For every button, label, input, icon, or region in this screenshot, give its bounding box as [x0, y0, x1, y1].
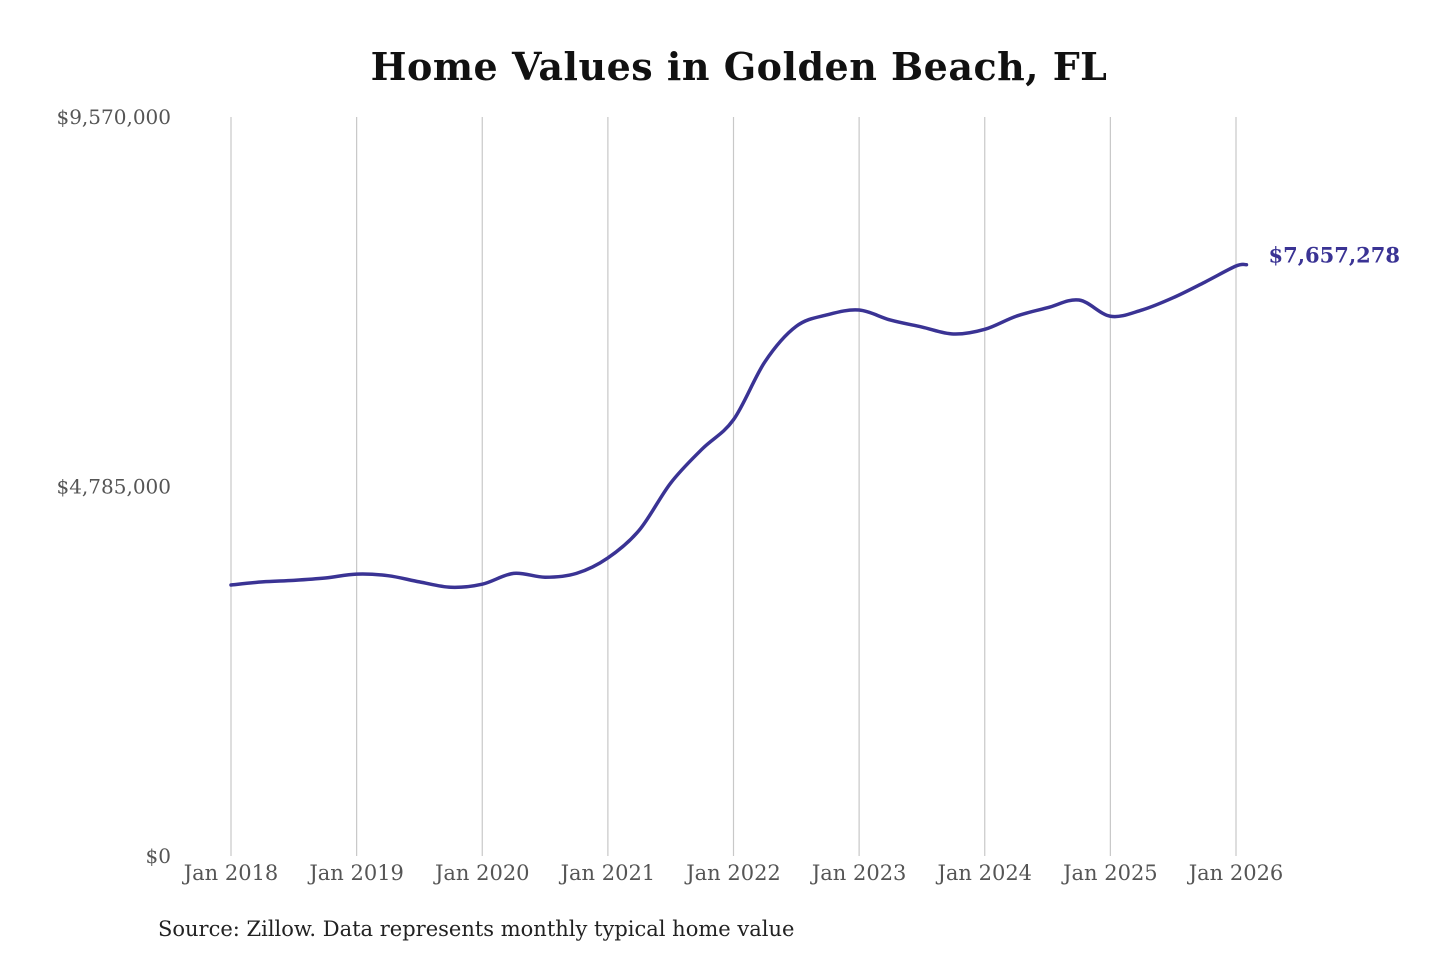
source-note: Source: Zillow. Data represents monthly … [158, 917, 795, 941]
end-value-label: $7,657,278 [1268, 243, 1400, 268]
x-tick-label: Jan 2026 [1187, 861, 1284, 885]
y-tick-label: $0 [146, 844, 171, 868]
x-tick-label: Jan 2024 [935, 861, 1032, 885]
x-tick-label: Jan 2019 [307, 861, 404, 885]
x-tick-label: Jan 2021 [559, 861, 656, 885]
y-tick-label: $4,785,000 [56, 475, 171, 499]
x-tick-label: Jan 2025 [1061, 861, 1158, 885]
chart-title: Home Values in Golden Beach, FL [370, 44, 1108, 89]
y-tick-label: $9,570,000 [56, 105, 171, 129]
x-tick-label: Jan 2023 [810, 861, 907, 885]
x-tick-label: Jan 2022 [684, 861, 781, 885]
home-value-line [229, 262, 1249, 590]
x-tick-label: Jan 2018 [182, 861, 279, 885]
x-tick-label: Jan 2020 [433, 861, 530, 885]
